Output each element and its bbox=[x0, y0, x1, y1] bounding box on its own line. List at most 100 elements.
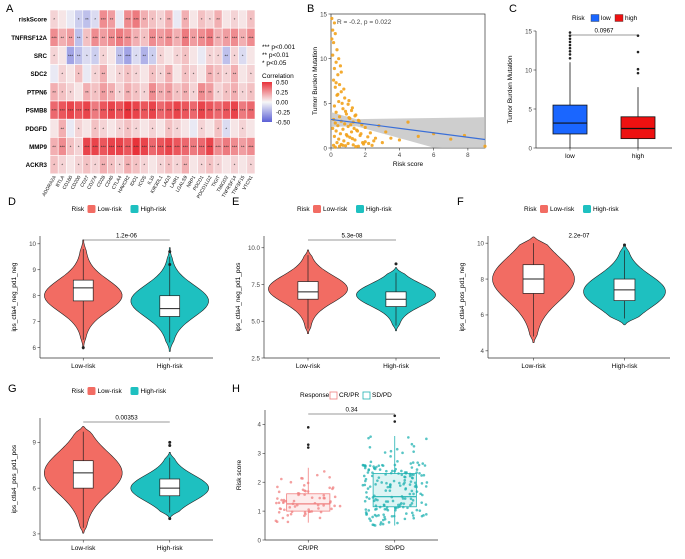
heatmap-col-label: LAG3 bbox=[161, 175, 172, 189]
scatter-point bbox=[350, 106, 354, 110]
legend-label: CR/PR bbox=[339, 392, 360, 399]
y-tick-label: 8 bbox=[481, 276, 485, 283]
box-low bbox=[552, 104, 588, 135]
heatmap-star: * bbox=[143, 35, 145, 40]
heatmap-star: *** bbox=[150, 108, 156, 113]
jitter-point bbox=[412, 444, 416, 448]
y-axis-label: ips_ctla4_pos_pd1_neg bbox=[459, 262, 466, 331]
jitter-point bbox=[425, 513, 428, 516]
colorbar bbox=[262, 82, 272, 122]
jitter-point bbox=[403, 481, 406, 484]
heatmap-star: ** bbox=[241, 35, 245, 40]
jitter-point bbox=[383, 515, 386, 519]
jitter-point bbox=[396, 521, 399, 525]
heatmap-star: ** bbox=[102, 35, 106, 40]
jitter-point bbox=[410, 489, 414, 493]
y-axis-label: ips_ctla4_neg_pd1_pos bbox=[235, 262, 242, 331]
jitter-point bbox=[425, 481, 429, 484]
scatter-point bbox=[341, 143, 345, 147]
heatmap-star: ** bbox=[61, 35, 65, 40]
legend-swatch-low bbox=[87, 205, 96, 213]
y-tick-label: 0 bbox=[529, 145, 533, 152]
heatmap-col-label: CD28 bbox=[96, 175, 107, 189]
violin-box bbox=[297, 281, 319, 300]
heatmap-star: * bbox=[152, 72, 154, 77]
y-tick-label: 7.5 bbox=[251, 282, 260, 289]
jitter-point bbox=[398, 481, 401, 485]
scatter-point bbox=[347, 116, 351, 120]
jitter-point bbox=[421, 462, 425, 465]
jitter-point bbox=[388, 489, 392, 492]
panel-letter-d: D bbox=[8, 196, 16, 208]
heatmap-star: * bbox=[250, 72, 252, 77]
scatter-point bbox=[449, 137, 453, 141]
panel-letter-g: G bbox=[8, 383, 17, 395]
heatmap-star: * bbox=[61, 163, 63, 168]
legend-swatch-high bbox=[583, 205, 591, 213]
heatmap-cell bbox=[139, 118, 149, 138]
outlier-point bbox=[568, 49, 572, 53]
scatter-point bbox=[333, 145, 337, 149]
heatmap-col-label: TIGIT bbox=[211, 175, 222, 189]
heatmap-cell bbox=[246, 46, 256, 65]
scatter-point bbox=[368, 131, 372, 135]
jitter-point bbox=[286, 520, 290, 524]
jitter-point bbox=[277, 510, 281, 514]
jitter-point bbox=[280, 477, 283, 481]
jitter-point bbox=[387, 521, 391, 524]
x-tick-label: low bbox=[565, 153, 575, 160]
jitter-point bbox=[365, 495, 369, 499]
heatmap-star: * bbox=[168, 126, 170, 131]
jitter-point bbox=[377, 514, 380, 517]
heatmap-star: * bbox=[102, 54, 104, 59]
scatter-point bbox=[349, 123, 353, 127]
heatmap-col-label: BTLA bbox=[55, 174, 67, 188]
heatmap-star: *** bbox=[125, 108, 131, 113]
outlier-point bbox=[393, 414, 397, 418]
jitter-point bbox=[372, 499, 376, 503]
jitter-point bbox=[369, 519, 372, 523]
heatmap-star: *** bbox=[191, 145, 197, 150]
heatmap-star: *** bbox=[207, 108, 213, 113]
heatmap-star: * bbox=[193, 72, 195, 77]
scatter-point bbox=[334, 129, 338, 133]
heatmap-star: ** bbox=[208, 72, 212, 77]
violin-g: 3 6 9 ips_ctla4_pos_pd1_pos Low-risk High-ris… bbox=[11, 387, 213, 552]
scatter-point bbox=[337, 82, 342, 87]
heatmap-star: * bbox=[86, 54, 88, 59]
jitter-point bbox=[418, 509, 422, 512]
heatmap-star: *** bbox=[142, 145, 148, 150]
heatmap-star: * bbox=[250, 163, 252, 168]
jitter-point bbox=[411, 461, 415, 464]
outlier-point bbox=[568, 37, 572, 41]
scatter-point bbox=[336, 73, 340, 77]
jitter-point bbox=[369, 435, 372, 438]
legend-swatch-high bbox=[130, 205, 139, 213]
jitter-point bbox=[373, 524, 377, 527]
outlier-point bbox=[568, 43, 572, 47]
jitter-point bbox=[408, 483, 412, 486]
heatmap-cell bbox=[66, 118, 75, 138]
heatmap-star: * bbox=[61, 72, 63, 77]
heatmap-row-label: PSMB8 bbox=[26, 108, 48, 115]
jitter-point bbox=[382, 503, 386, 507]
heatmap-cell bbox=[205, 118, 215, 138]
heatmap-star: ** bbox=[159, 90, 163, 95]
heatmap-star: ** bbox=[175, 35, 179, 40]
jitter-point bbox=[367, 436, 370, 440]
jitter-point bbox=[407, 436, 410, 439]
y-tick-label: 4 bbox=[481, 348, 485, 355]
panel-letter-c: C bbox=[509, 3, 517, 15]
outlier-point bbox=[636, 50, 640, 54]
heatmap-star: * bbox=[225, 72, 227, 77]
jitter-point bbox=[283, 508, 286, 512]
heatmap-star: *** bbox=[183, 35, 189, 40]
jitter-point bbox=[371, 515, 374, 519]
outlier-point bbox=[568, 46, 572, 50]
jitter-point bbox=[277, 501, 281, 505]
jitter-point bbox=[362, 464, 365, 467]
jitter-point bbox=[375, 465, 378, 469]
legend-title: Risk bbox=[72, 388, 85, 395]
y-tick-label: 15 bbox=[320, 11, 327, 18]
heatmap-star: *** bbox=[150, 35, 156, 40]
